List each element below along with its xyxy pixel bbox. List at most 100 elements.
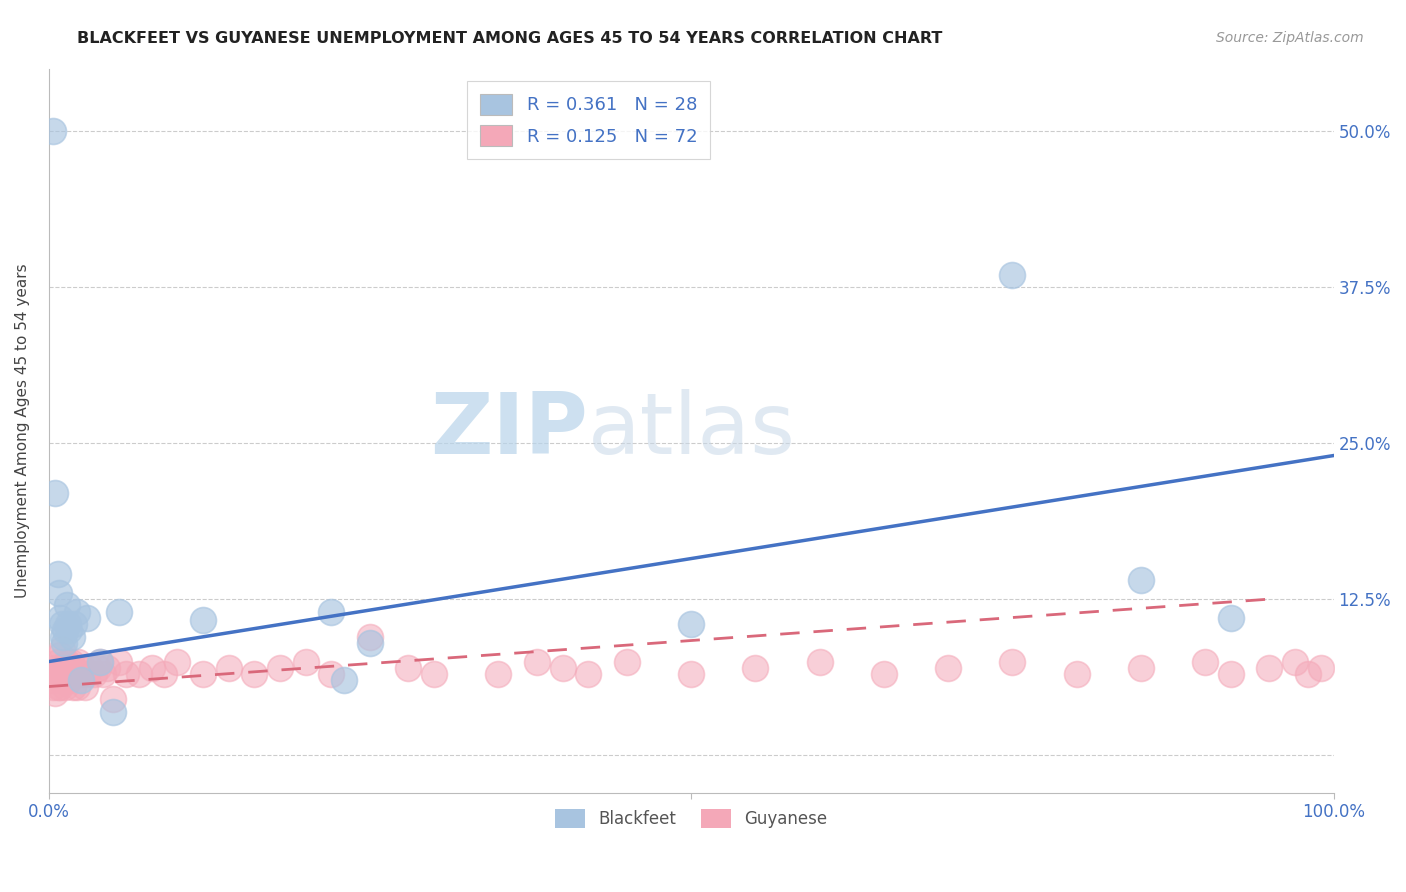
Point: [1219, 667, 1241, 681]
Point: [744, 661, 766, 675]
Point: [101, 692, 124, 706]
Point: [48, 667, 70, 681]
Point: [96, 661, 118, 675]
Point: [1258, 661, 1281, 675]
Point: [108, 655, 131, 669]
Point: [681, 667, 703, 681]
Point: [44, 686, 66, 700]
Point: [808, 655, 831, 669]
Point: [936, 661, 959, 675]
Point: [526, 655, 548, 669]
Point: [65, 667, 87, 681]
Point: [114, 667, 136, 681]
Point: [56, 617, 79, 632]
Point: [52, 630, 75, 644]
Point: [51, 617, 73, 632]
Point: [41, 124, 63, 138]
Point: [269, 661, 291, 675]
Point: [51, 673, 73, 688]
Point: [45, 667, 67, 681]
Point: [321, 605, 343, 619]
Point: [191, 667, 214, 681]
Point: [46, 567, 69, 582]
Point: [70, 673, 93, 688]
Point: [576, 667, 599, 681]
Point: [48, 586, 70, 600]
Point: [55, 599, 77, 613]
Point: [191, 613, 214, 627]
Point: [616, 655, 638, 669]
Point: [46, 680, 69, 694]
Point: [70, 667, 93, 681]
Legend: Blackfeet, Guyanese: Blackfeet, Guyanese: [548, 803, 834, 835]
Point: [41, 680, 63, 694]
Text: Source: ZipAtlas.com: Source: ZipAtlas.com: [1216, 31, 1364, 45]
Point: [681, 617, 703, 632]
Point: [63, 661, 86, 675]
Point: [79, 661, 101, 675]
Point: [49, 648, 72, 663]
Point: [53, 667, 76, 681]
Point: [58, 673, 80, 688]
Point: [128, 667, 150, 681]
Point: [1194, 655, 1216, 669]
Point: [166, 655, 188, 669]
Point: [91, 667, 114, 681]
Point: [89, 655, 111, 669]
Point: [486, 667, 509, 681]
Point: [52, 661, 75, 675]
Point: [141, 661, 163, 675]
Point: [108, 605, 131, 619]
Point: [44, 486, 66, 500]
Point: [73, 680, 96, 694]
Text: atlas: atlas: [588, 389, 796, 472]
Point: [359, 630, 381, 644]
Point: [63, 617, 86, 632]
Point: [86, 661, 108, 675]
Point: [59, 655, 82, 669]
Point: [72, 661, 94, 675]
Point: [1001, 268, 1024, 282]
Point: [1129, 661, 1152, 675]
Point: [218, 661, 240, 675]
Point: [51, 642, 73, 657]
Point: [55, 655, 77, 669]
Y-axis label: Unemployment Among Ages 45 to 54 years: Unemployment Among Ages 45 to 54 years: [15, 263, 30, 598]
Point: [1284, 655, 1306, 669]
Point: [1129, 574, 1152, 588]
Point: [53, 636, 76, 650]
Point: [42, 667, 65, 681]
Point: [41, 673, 63, 688]
Point: [333, 673, 356, 688]
Text: ZIP: ZIP: [430, 389, 588, 472]
Point: [1219, 611, 1241, 625]
Point: [62, 680, 84, 694]
Point: [55, 680, 77, 694]
Point: [153, 667, 176, 681]
Point: [101, 705, 124, 719]
Point: [66, 680, 89, 694]
Point: [44, 661, 66, 675]
Point: [551, 661, 574, 675]
Point: [49, 611, 72, 625]
Point: [243, 667, 266, 681]
Point: [49, 680, 72, 694]
Point: [46, 655, 69, 669]
Point: [1296, 667, 1319, 681]
Text: BLACKFEET VS GUYANESE UNEMPLOYMENT AMONG AGES 45 TO 54 YEARS CORRELATION CHART: BLACKFEET VS GUYANESE UNEMPLOYMENT AMONG…: [77, 31, 942, 46]
Point: [56, 667, 79, 681]
Point: [1309, 661, 1331, 675]
Point: [1001, 655, 1024, 669]
Point: [58, 624, 80, 638]
Point: [321, 667, 343, 681]
Point: [398, 661, 420, 675]
Point: [76, 667, 98, 681]
Point: [58, 661, 80, 675]
Point: [873, 667, 896, 681]
Point: [67, 655, 90, 669]
Point: [294, 655, 316, 669]
Point: [60, 667, 83, 681]
Point: [83, 667, 105, 681]
Point: [66, 605, 89, 619]
Point: [60, 630, 83, 644]
